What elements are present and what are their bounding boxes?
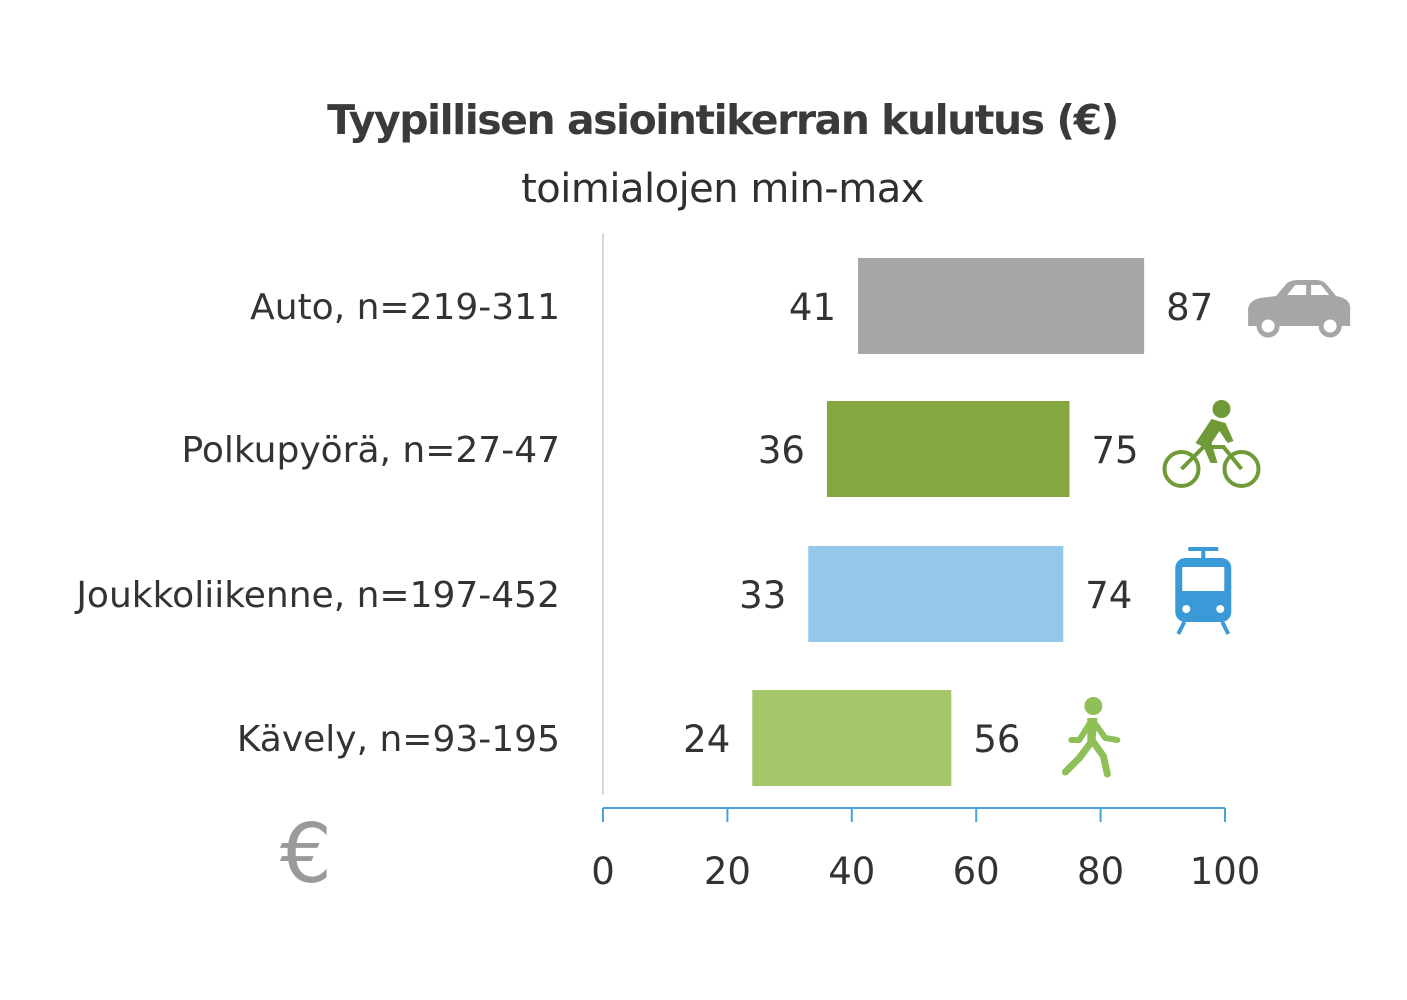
tram-light bbox=[1216, 605, 1225, 613]
car-window bbox=[1311, 285, 1330, 295]
x-tick-label: 80 bbox=[1077, 850, 1124, 893]
walker-arm bbox=[1092, 721, 1121, 743]
walker-leg bbox=[1061, 738, 1095, 776]
euro-icon: € bbox=[280, 807, 332, 902]
rider-head bbox=[1212, 400, 1231, 418]
x-tick-label: 60 bbox=[953, 850, 1000, 893]
car-window bbox=[1287, 285, 1307, 295]
tram-icon bbox=[1175, 547, 1232, 635]
x-tick-label: 0 bbox=[591, 850, 615, 893]
category-label: Kävely, n=93-195 bbox=[237, 719, 560, 760]
car-wheel bbox=[1318, 314, 1342, 338]
range-bar bbox=[752, 690, 952, 786]
walker-head bbox=[1084, 697, 1103, 715]
chart-title: Tyypillisen asiointikerran kulutus (€) bbox=[327, 96, 1119, 144]
max-value-label: 75 bbox=[1092, 429, 1139, 472]
x-tick-label: 100 bbox=[1190, 850, 1261, 893]
car-icon bbox=[1248, 280, 1351, 338]
min-value-label: 24 bbox=[683, 718, 730, 761]
bicycle-wheel bbox=[1222, 450, 1261, 488]
tram-leg bbox=[1176, 621, 1187, 635]
walking-icon bbox=[1061, 697, 1121, 778]
max-value-label: 56 bbox=[973, 718, 1020, 761]
rider-body bbox=[1195, 419, 1234, 463]
max-value-label: 74 bbox=[1085, 574, 1132, 617]
car-wheel bbox=[1256, 314, 1280, 338]
x-tick-label: 40 bbox=[828, 850, 875, 893]
x-tick-label: 20 bbox=[704, 850, 751, 893]
bicycle-wheel bbox=[1162, 450, 1201, 488]
tram-light bbox=[1182, 605, 1191, 613]
range-bar bbox=[808, 546, 1064, 642]
bicycle-frame bbox=[1180, 445, 1244, 471]
bicycle-icon bbox=[1162, 400, 1261, 488]
min-value-label: 41 bbox=[789, 286, 836, 329]
range-bar bbox=[826, 401, 1070, 497]
chart-subtitle: toimialojen min-max bbox=[521, 166, 924, 212]
category-label: Polkupyörä, n=27-47 bbox=[181, 430, 560, 471]
max-value-label: 87 bbox=[1166, 286, 1213, 329]
min-value-label: 36 bbox=[758, 429, 805, 472]
walker-arm bbox=[1068, 721, 1093, 743]
walker-leg bbox=[1089, 738, 1111, 778]
min-value-label: 33 bbox=[739, 574, 786, 617]
tram-window bbox=[1182, 567, 1225, 591]
category-label: Auto, n=219-311 bbox=[250, 287, 560, 328]
category-label: Joukkoliikenne, n=197-452 bbox=[74, 575, 560, 616]
range-bar bbox=[858, 258, 1145, 354]
tram-leg bbox=[1220, 621, 1231, 635]
